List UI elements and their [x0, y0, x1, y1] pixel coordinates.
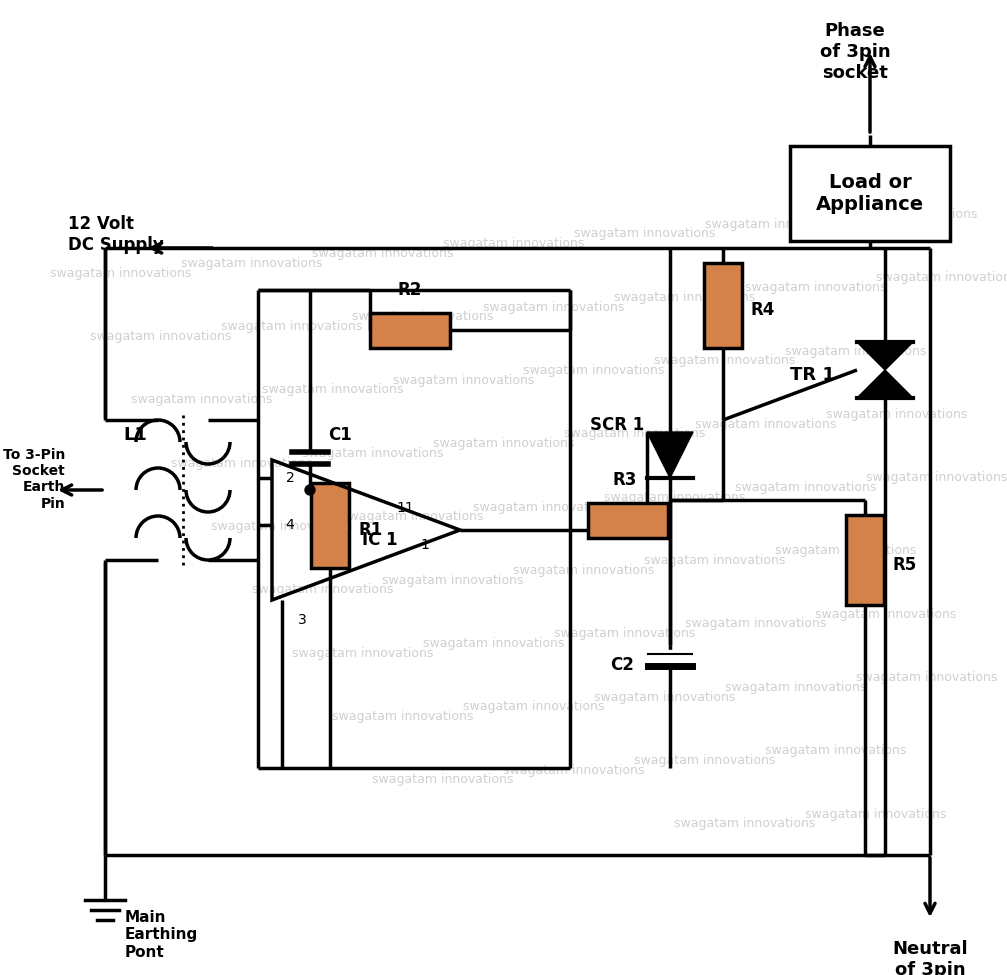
Text: L1: L1 — [123, 426, 147, 444]
Text: Phase
of 3pin
socket: Phase of 3pin socket — [820, 22, 890, 82]
Text: swagatam innovations: swagatam innovations — [383, 573, 524, 587]
Text: swagatam innovations: swagatam innovations — [675, 817, 816, 831]
Text: 4: 4 — [286, 518, 294, 532]
Text: swagatam innovations: swagatam innovations — [705, 217, 846, 231]
Text: R4: R4 — [751, 301, 775, 319]
Text: swagatam innovations: swagatam innovations — [312, 247, 453, 260]
Text: swagatam innovations: swagatam innovations — [695, 417, 836, 431]
Text: swagatam innovations: swagatam innovations — [806, 807, 947, 821]
Text: swagatam innovations: swagatam innovations — [463, 700, 604, 714]
Text: swagatam innovations: swagatam innovations — [775, 544, 916, 558]
Text: swagatam innovations: swagatam innovations — [373, 773, 514, 787]
Text: swagatam innovations: swagatam innovations — [735, 481, 876, 494]
Text: swagatam innovations: swagatam innovations — [836, 208, 977, 221]
Text: swagatam innovations: swagatam innovations — [252, 583, 393, 597]
Bar — [311, 483, 349, 567]
Text: swagatam innovations: swagatam innovations — [644, 554, 785, 567]
Text: swagatam innovations: swagatam innovations — [785, 344, 926, 358]
Text: 3: 3 — [298, 613, 306, 627]
Text: swagatam innovations: swagatam innovations — [91, 330, 232, 343]
Text: swagatam innovations: swagatam innovations — [292, 646, 433, 660]
Text: swagatam innovations: swagatam innovations — [594, 690, 735, 704]
Text: swagatam innovations: swagatam innovations — [131, 393, 272, 407]
Text: C2: C2 — [610, 656, 633, 674]
Text: swagatam innovations: swagatam innovations — [574, 227, 715, 241]
Bar — [790, 145, 950, 241]
Circle shape — [305, 485, 315, 495]
Text: R1: R1 — [358, 521, 383, 539]
Polygon shape — [648, 432, 693, 478]
Polygon shape — [857, 370, 913, 398]
Bar — [846, 515, 884, 605]
Text: swagatam innovations: swagatam innovations — [564, 427, 705, 441]
Text: C1: C1 — [328, 426, 351, 444]
Text: IC 1: IC 1 — [363, 531, 398, 549]
Text: swagatam innovations: swagatam innovations — [826, 408, 967, 421]
Text: swagatam innovations: swagatam innovations — [433, 437, 574, 450]
Text: swagatam innovations: swagatam innovations — [876, 271, 1007, 285]
Text: swagatam innovations: swagatam innovations — [725, 681, 866, 694]
Text: swagatam innovations: swagatam innovations — [514, 564, 655, 577]
Text: swagatam innovations: swagatam innovations — [524, 364, 665, 377]
Text: swagatam innovations: swagatam innovations — [181, 256, 322, 270]
Text: 12 Volt
DC Supply: 12 Volt DC Supply — [68, 215, 164, 254]
Text: swagatam innovations: swagatam innovations — [443, 237, 584, 251]
Text: 2: 2 — [286, 471, 294, 485]
Bar — [370, 313, 450, 347]
Text: 1: 1 — [421, 538, 429, 552]
Text: swagatam innovations: swagatam innovations — [765, 744, 906, 758]
Text: Neutral
of 3pin
Socket: Neutral of 3pin Socket — [892, 940, 968, 975]
Text: swagatam innovations: swagatam innovations — [655, 354, 796, 368]
Text: Load or
Appliance: Load or Appliance — [816, 173, 924, 214]
Text: R3: R3 — [613, 471, 637, 489]
Text: TR 1: TR 1 — [790, 366, 835, 384]
Text: swagatam innovations: swagatam innovations — [423, 637, 564, 650]
Text: swagatam innovations: swagatam innovations — [483, 300, 624, 314]
Text: swagatam innovations: swagatam innovations — [393, 373, 534, 387]
Text: swagatam innovations: swagatam innovations — [332, 710, 473, 723]
Text: swagatam innovations: swagatam innovations — [211, 520, 352, 533]
Text: R5: R5 — [893, 556, 917, 574]
Text: swagatam innovations: swagatam innovations — [222, 320, 363, 333]
Text: swagatam innovations: swagatam innovations — [352, 310, 493, 324]
Text: swagatam innovations: swagatam innovations — [342, 510, 483, 524]
Text: 11: 11 — [396, 501, 414, 515]
Text: swagatam innovations: swagatam innovations — [504, 763, 644, 777]
Text: R2: R2 — [398, 281, 422, 299]
Text: swagatam innovations: swagatam innovations — [473, 500, 614, 514]
Text: swagatam innovations: swagatam innovations — [554, 627, 695, 641]
Bar — [588, 502, 668, 537]
Text: swagatam innovations: swagatam innovations — [856, 671, 997, 684]
Text: swagatam innovations: swagatam innovations — [262, 383, 403, 397]
Text: SCR 1: SCR 1 — [590, 416, 644, 434]
Text: swagatam innovations: swagatam innovations — [302, 447, 443, 460]
Bar — [704, 262, 742, 347]
Text: swagatam innovations: swagatam innovations — [604, 490, 745, 504]
Polygon shape — [857, 342, 913, 370]
Text: swagatam innovations: swagatam innovations — [745, 281, 886, 294]
Text: Main
Earthing
Pont: Main Earthing Pont — [125, 910, 198, 959]
Text: swagatam innovations: swagatam innovations — [634, 754, 775, 767]
Text: swagatam innovations: swagatam innovations — [685, 617, 826, 631]
Text: swagatam innovations: swagatam innovations — [866, 471, 1007, 485]
Text: swagatam innovations: swagatam innovations — [614, 291, 755, 304]
Text: swagatam innovations: swagatam innovations — [816, 607, 957, 621]
Text: To 3-Pin
Socket
Earth
Pin: To 3-Pin Socket Earth Pin — [3, 448, 65, 511]
Text: swagatam innovations: swagatam innovations — [171, 456, 312, 470]
Text: swagatam innovations: swagatam innovations — [50, 266, 191, 280]
